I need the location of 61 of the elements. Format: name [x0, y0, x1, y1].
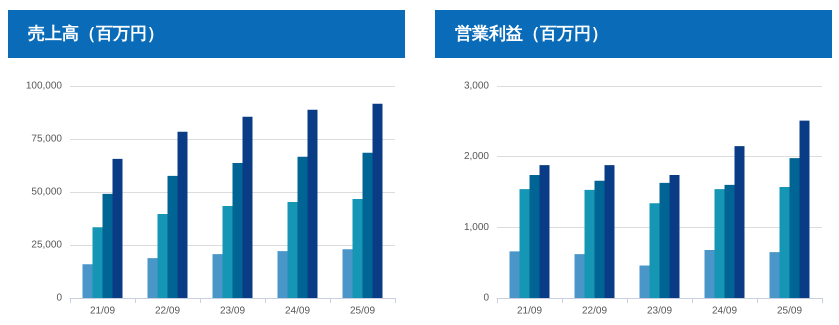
y-tick-label: 50,000: [31, 186, 62, 198]
x-tick-label: 23/09: [220, 306, 246, 316]
y-tick-label: 2,000: [464, 151, 490, 162]
bar: [604, 165, 614, 298]
bar: [724, 184, 734, 298]
x-tick-label: 22/09: [582, 306, 608, 316]
bar: [540, 165, 550, 298]
x-tick-label: 25/09: [776, 306, 802, 316]
bar: [510, 251, 520, 298]
bar: [232, 162, 242, 298]
bar: [714, 189, 724, 298]
y-tick-label: 0: [56, 292, 62, 304]
bar: [222, 206, 232, 298]
y-tick-label: 3,000: [464, 80, 490, 92]
bar: [790, 158, 800, 298]
x-tick-label: 21/09: [90, 306, 116, 316]
bar: [660, 182, 670, 298]
y-tick-label: 75,000: [31, 134, 62, 144]
bar: [82, 264, 92, 298]
bar: [158, 214, 168, 298]
bar: [308, 110, 318, 298]
y-tick-label: 0: [483, 292, 490, 304]
bar: [168, 176, 178, 298]
bar: [112, 158, 122, 298]
bar: [288, 202, 298, 298]
bar: [650, 203, 660, 298]
x-tick-label: 24/09: [284, 306, 310, 316]
bar: [780, 187, 790, 298]
bar: [520, 189, 530, 298]
bar: [92, 227, 102, 298]
bar: [584, 190, 594, 298]
chart-title: 売上高（百万円）: [8, 10, 405, 58]
bar: [640, 265, 650, 298]
bar: [770, 252, 780, 298]
bar: [594, 180, 604, 298]
bar: [148, 258, 158, 298]
bar: [278, 251, 288, 298]
y-tick-label: 25,000: [31, 240, 62, 250]
x-tick-label: 23/09: [646, 306, 672, 316]
bar: [670, 175, 680, 298]
x-tick-label: 21/09: [516, 306, 542, 316]
x-tick-label: 24/09: [712, 306, 738, 316]
bar: [734, 146, 744, 298]
x-tick-label: 22/09: [154, 306, 180, 316]
bar: [800, 120, 810, 298]
bar: [704, 250, 714, 298]
bar: [212, 254, 222, 298]
y-tick-label: 1,000: [464, 222, 490, 233]
bar: [372, 104, 382, 298]
y-tick-label: 100,000: [26, 80, 62, 92]
bar: [298, 156, 308, 298]
bar: [574, 254, 584, 298]
x-tick-label: 25/09: [350, 306, 376, 316]
bar: [178, 132, 188, 298]
bar: [102, 194, 112, 298]
bar: [352, 198, 362, 298]
bar: [242, 116, 252, 298]
chart-title: 営業利益（百万円）: [435, 10, 832, 58]
bar: [362, 152, 372, 298]
bar: [342, 249, 352, 298]
bar: [530, 175, 540, 298]
